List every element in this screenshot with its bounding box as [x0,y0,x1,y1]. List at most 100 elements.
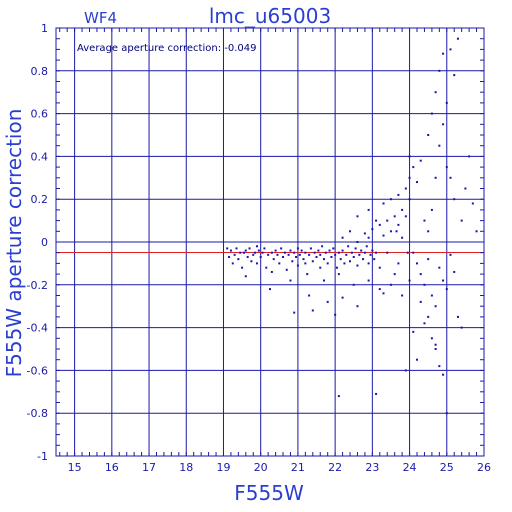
x-tick-label: 26 [477,461,491,474]
data-point [326,262,329,265]
data-point [337,273,340,276]
data-point [233,253,236,256]
data-point [416,181,419,184]
data-point [397,262,400,265]
data-point [289,279,292,282]
data-point [293,251,296,254]
data-point [445,101,448,104]
minor-ticks [56,27,485,457]
data-point [287,253,290,256]
data-point [244,249,247,252]
data-point [356,241,359,243]
x-tick-label: 25 [440,461,454,474]
data-point [453,74,456,77]
data-point [306,273,309,276]
data-point [328,249,331,252]
y-tick-label: -0.2 [27,279,48,292]
data-point [269,288,271,291]
data-point [334,313,337,316]
data-point [356,305,359,308]
data-point [304,262,307,265]
x-tick-label: 24 [403,461,417,474]
data-point [330,255,333,258]
data-point [356,215,359,218]
data-point [363,251,366,254]
data-point [276,253,279,256]
data-point [378,266,381,269]
data-point [254,251,257,254]
data-point [322,258,325,261]
data-point [229,249,232,252]
data-point [393,273,396,276]
data-point [308,294,311,297]
data-point [371,228,374,231]
data-point [291,260,294,263]
data-point [427,315,430,318]
y-tick-label: 0.2 [31,193,49,206]
data-point [412,330,415,333]
data-point [438,144,441,147]
data-point [345,253,348,256]
grid-lines [56,28,484,456]
y-tick-label: 1 [41,22,48,35]
data-point [349,260,352,263]
data-point [298,253,301,256]
data-point [274,249,277,252]
data-point [404,187,407,190]
data-point [248,247,251,250]
x-tick-label: 15 [68,461,82,474]
data-point [226,247,229,250]
data-point [375,219,378,222]
data-point [347,245,350,248]
data-point [445,288,448,291]
data-point [250,260,253,263]
data-point [259,255,262,258]
data-point [449,176,452,179]
data-point [430,337,433,340]
data-point [419,159,422,162]
data-point [313,251,316,254]
y-tick-label: -0.6 [27,364,48,377]
data-point [434,348,437,350]
data-point [475,230,478,233]
data-point [280,247,283,250]
data-point [272,258,275,261]
x-tick-label: 19 [216,461,230,474]
data-point [261,251,264,254]
data-point [408,155,411,158]
data-point [395,230,398,233]
data-point [317,249,320,252]
data-point [309,247,312,250]
y-tick-label: 0.8 [31,65,49,78]
data-point [308,253,311,256]
data-point [438,266,441,269]
data-point [228,255,231,258]
data-point [337,395,340,398]
data-point [239,251,242,254]
data-point [434,343,437,346]
x-tick-label: 21 [291,461,305,474]
average-correction-annotation: Average aperture correction: -0.049 [77,43,257,54]
data-point [386,219,389,222]
data-point [343,262,346,265]
data-point [427,258,430,261]
data-point [255,262,258,265]
data-point [358,253,361,256]
data-point [382,202,385,205]
data-point [352,283,355,286]
data-point [267,253,270,256]
data-point [311,309,314,312]
data-point [270,270,273,273]
data-point [389,198,392,201]
data-point [369,253,372,256]
data-point [408,198,411,201]
data-point [352,255,355,258]
data-point [401,236,404,239]
data-point [419,273,422,276]
data-point [341,236,344,239]
data-point [430,208,433,211]
data-point [282,255,285,258]
data-point [404,369,407,372]
data-point [302,258,305,261]
data-point [367,262,370,265]
